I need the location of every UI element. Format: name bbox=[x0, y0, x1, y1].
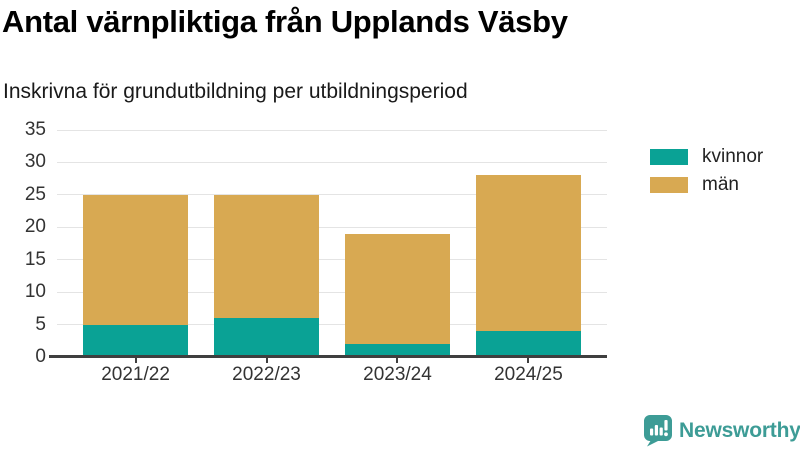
grid-line-30 bbox=[57, 161, 607, 163]
y-tick-label-25: 25 bbox=[24, 183, 46, 205]
y-tick-label-20: 20 bbox=[24, 216, 46, 238]
bar-2023/24-kvinnor bbox=[345, 344, 450, 357]
bar-2021/22-män bbox=[83, 194, 188, 325]
x-tick-2023/24 bbox=[396, 358, 399, 363]
bar-2022/23-män bbox=[214, 194, 319, 319]
bar-2023/24-män bbox=[345, 233, 450, 345]
y-tick-label-30: 30 bbox=[24, 151, 46, 173]
x-tick-label-2024/25: 2024/25 bbox=[494, 364, 563, 385]
x-tick-2022/23 bbox=[265, 358, 268, 363]
legend-swatch-män bbox=[650, 176, 688, 193]
legend: kvinnor män bbox=[650, 146, 764, 204]
bar-2024/25-män bbox=[476, 175, 581, 332]
grid-line-5 bbox=[57, 324, 607, 326]
x-tick-label-2023/24: 2023/24 bbox=[363, 364, 432, 385]
newsworthy-logo-text: Newsworthy bbox=[679, 419, 800, 442]
x-tick-label-2022/23: 2022/23 bbox=[232, 364, 301, 385]
x-axis-line bbox=[49, 355, 607, 358]
legend-item-män: män bbox=[650, 174, 763, 195]
chart-title: Antal värnpliktiga från Upplands Väsby bbox=[2, 4, 568, 39]
grid-line-15 bbox=[57, 259, 607, 261]
grid-line-25 bbox=[57, 194, 607, 196]
x-tick-2021/22 bbox=[134, 358, 137, 363]
y-tick-label-15: 15 bbox=[24, 248, 46, 270]
x-tick-2024/25 bbox=[527, 358, 530, 363]
grid-line-35 bbox=[57, 129, 607, 131]
plot-area bbox=[57, 129, 607, 357]
y-tick-label-35: 35 bbox=[24, 119, 46, 140]
y-tick-label-5: 5 bbox=[35, 313, 46, 335]
legend-item-kvinnor: kvinnor bbox=[650, 146, 764, 167]
x-tick-label-2021/22: 2021/22 bbox=[101, 364, 170, 385]
bar-2021/22-kvinnor bbox=[83, 324, 188, 357]
bar-2022/23-kvinnor bbox=[214, 318, 319, 357]
legend-label-män: män bbox=[702, 174, 739, 195]
grid-line-10 bbox=[57, 291, 607, 293]
y-tick-label-10: 10 bbox=[24, 281, 46, 303]
legend-swatch-kvinnor bbox=[650, 148, 688, 165]
grid-line-20 bbox=[57, 226, 607, 228]
legend-label-kvinnor: kvinnor bbox=[702, 146, 764, 167]
newsworthy-logo[interactable]: Newsworthy bbox=[644, 415, 800, 447]
y-tick-label-0: 0 bbox=[35, 346, 46, 367]
bar-2024/25-kvinnor bbox=[476, 331, 581, 357]
chart-subtitle: Inskrivna för grundutbildning per utbild… bbox=[3, 80, 468, 103]
newsworthy-logo-icon bbox=[644, 415, 672, 447]
